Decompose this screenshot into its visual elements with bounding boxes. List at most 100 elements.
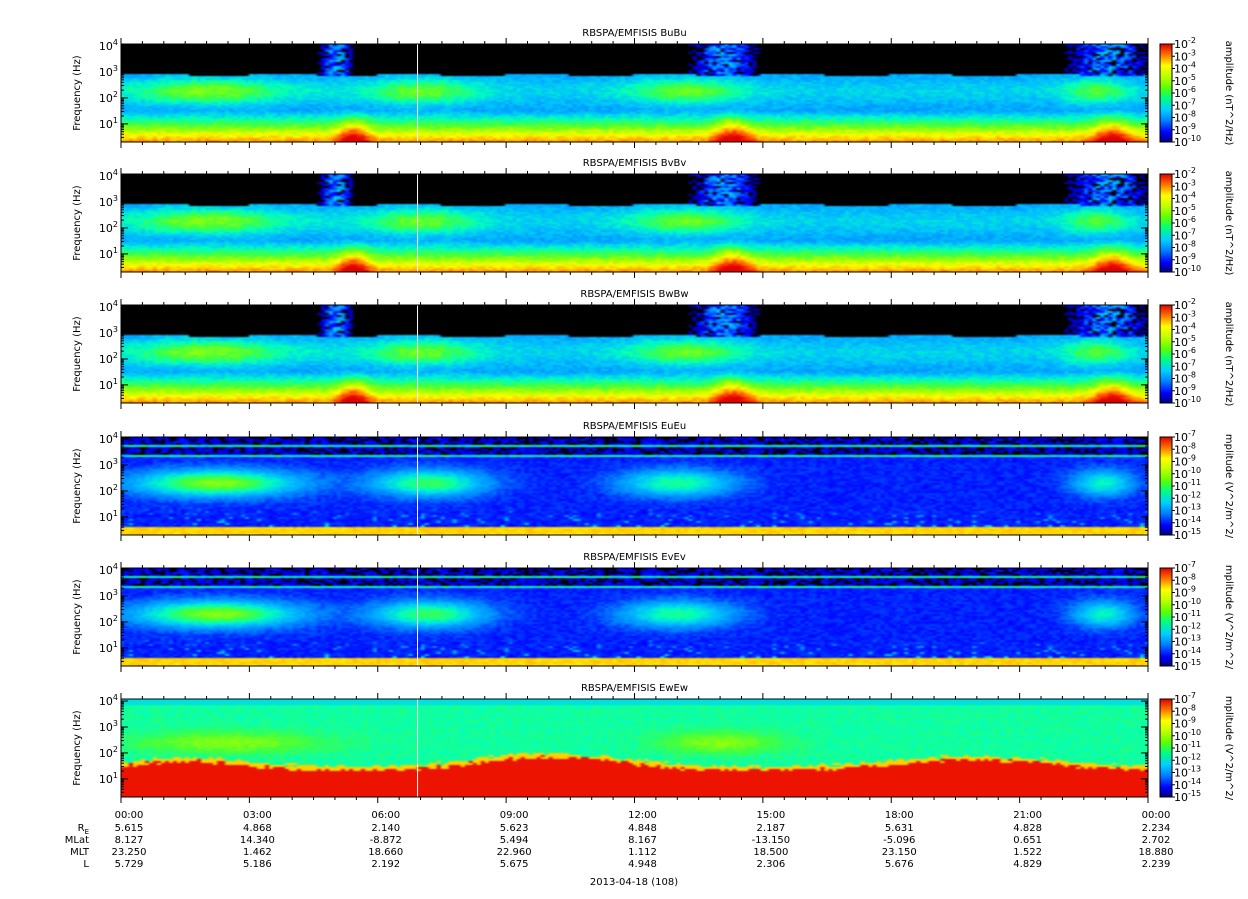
ephemeris-row-label: L [83,859,89,870]
ephemeris-value: 4.948 [628,859,657,870]
colorbar [1159,173,1173,273]
y-axis-label: Frequency (Hz) [72,316,83,392]
ephemeris-value: 2.239 [1142,859,1171,870]
colorbar-tick-label: 10-9 [1174,383,1196,398]
y-tick-label: 104 [99,693,118,708]
panel-title: RBSPA/EMFISIS BuBu [582,28,686,39]
y-tick-label: 103 [99,64,118,79]
ephemeris-value: 1.462 [243,847,272,858]
colorbar [1159,43,1173,143]
time-tick-label: 18:00 [885,810,914,821]
colorbar-tick-label: 10-7 [1174,358,1196,373]
colorbar-tick-label: 10-9 [1174,122,1196,137]
ephemeris-value: 1.522 [1013,847,1042,858]
colorbar-tick-label: 10-6 [1174,346,1196,361]
ephemeris-value: 2.140 [371,823,400,834]
colorbar-tick-label: 10-15 [1174,789,1201,804]
colorbar-tick-label: 10-11 [1174,740,1201,755]
y-tick-label: 102 [99,351,118,366]
time-tick-label: 21:00 [1013,810,1042,821]
ephemeris-row-label: RE [78,823,89,836]
colorbar-tick-label: 10-6 [1174,85,1196,100]
ephemeris-value: -5.096 [883,835,915,846]
ephemeris-value: 18.660 [368,847,403,858]
ephemeris-value: 5.676 [885,859,914,870]
ephemeris-value: 14.340 [240,835,275,846]
ephemeris-value: 5.729 [115,859,144,870]
colorbar-tick-label: 10-8 [1174,110,1196,125]
colorbar-tick-label: 10-4 [1174,61,1196,76]
colorbar-tick-label: 10-9 [1174,252,1196,267]
panel-1: RBSPA/EMFISIS BuBu 101 102 103 104 Frequency … [72,28,1234,149]
ephemeris-row-label: MLat [65,835,89,846]
colorbar-tick-label: 10-14 [1174,646,1201,661]
time-tick-label: 00:00 [115,810,144,821]
colorbar-tick-label: 10-13 [1174,503,1201,518]
colorbar-tick-label: 10-14 [1174,515,1201,530]
y-axis-label: Frequency (Hz) [72,579,83,655]
colorbar-tick-label: 10-10 [1174,395,1201,410]
time-tick-label: 15:00 [756,810,785,821]
y-tick-label: 104 [99,562,118,577]
colorbar-tick-label: 10-4 [1174,322,1196,337]
colorbar-tick-label: 10-7 [1174,560,1196,575]
colorbar-label: mplitude (V^2/m^2/ [1223,696,1234,801]
y-axis-label: Frequency (Hz) [72,185,83,261]
ephemeris-value: 2.187 [757,823,786,834]
spectrogram-image [121,699,1148,797]
y-tick-label: 103 [99,457,118,472]
y-axis-label: Frequency (Hz) [72,710,83,786]
ephemeris-value: 2.306 [757,859,786,870]
time-axis: 00:00 03:00 06:00 09:00 12:00 15:00 18:00 21:00… [65,810,1174,888]
panel-title: RBSPA/EMFISIS EwEw [581,683,688,694]
colorbar-tick-label: 10-12 [1174,621,1201,636]
spectrogram-image [121,568,1148,666]
time-tick-label: 03:00 [243,810,272,821]
ephemeris-value: 5.631 [885,823,914,834]
colorbar-tick-label: 10-5 [1174,73,1196,88]
colorbar-tick-label: 10-13 [1174,765,1201,780]
colorbar-tick-label: 10-8 [1174,240,1196,255]
panel-title: RBSPA/EMFISIS BvBv [583,158,687,169]
y-tick-label: 101 [99,116,118,131]
panel-title: RBSPA/EMFISIS EvEv [583,552,686,563]
spectrogram-image [121,305,1148,403]
ephemeris-value: 18.500 [753,847,788,858]
colorbar-tick-label: 10-8 [1174,441,1196,456]
ephemeris-value: 23.250 [112,847,147,858]
colorbar-tick-label: 10-15 [1174,527,1201,542]
ephemeris-value: 8.127 [115,835,144,846]
y-tick-label: 103 [99,588,118,603]
y-tick-label: 101 [99,640,118,655]
colorbar-tick-label: 10-7 [1174,97,1196,112]
colorbar-tick-label: 10-10 [1174,134,1201,149]
colorbar-tick-label: 10-10 [1174,264,1201,279]
colorbar-tick-label: 10-6 [1174,215,1196,230]
ephemeris-value: 2.192 [371,859,400,870]
spectrogram-image [121,174,1148,272]
spectrogram-image [121,44,1148,142]
y-tick-label: 102 [99,90,118,105]
ephemeris-value: -8.872 [370,835,402,846]
colorbar-tick-label: 10-9 [1174,585,1196,600]
ephemeris-value: 5.186 [243,859,272,870]
colorbar-label: amplitude (nT^2/Hz) [1223,171,1234,276]
time-tick-label: 06:00 [371,810,400,821]
ephemeris-value: 1.112 [628,847,657,858]
colorbar-tick-label: 10-9 [1174,454,1196,469]
ephemeris-value: 2.702 [1142,835,1171,846]
ephemeris-value: 5.675 [500,859,529,870]
y-axis-label: Frequency (Hz) [72,448,83,524]
colorbar-tick-label: 10-12 [1174,752,1201,767]
colorbar-tick-label: 10-11 [1174,478,1201,493]
ephemeris-value: 5.615 [115,823,144,834]
y-tick-label: 104 [99,168,118,183]
colorbar-label: mplitude (V^2/m^2/ [1223,565,1234,670]
ephemeris-value: 0.651 [1013,835,1042,846]
colorbar-tick-label: 10-15 [1174,658,1201,673]
colorbar-tick-label: 10-5 [1174,203,1196,218]
panel-4: RBSPA/EMFISIS EuEu 101 102 103 104 Frequency … [72,421,1234,542]
ephemeris-value: -13.150 [752,835,791,846]
y-tick-label: 102 [99,220,118,235]
y-tick-label: 102 [99,745,118,760]
